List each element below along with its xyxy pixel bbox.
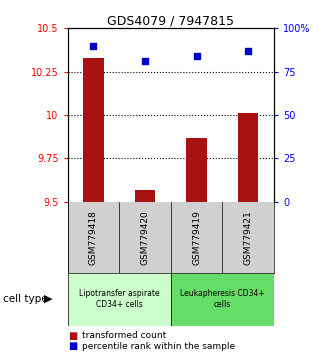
Text: ■: ■ bbox=[68, 331, 77, 341]
Text: transformed count: transformed count bbox=[82, 331, 167, 340]
Bar bbox=[238, 113, 258, 202]
Text: GSM779420: GSM779420 bbox=[141, 210, 149, 264]
Text: ■: ■ bbox=[68, 341, 77, 351]
Text: percentile rank within the sample: percentile rank within the sample bbox=[82, 342, 236, 351]
Text: Leukapheresis CD34+
cells: Leukapheresis CD34+ cells bbox=[180, 290, 265, 309]
Point bbox=[142, 58, 148, 64]
Text: GSM779421: GSM779421 bbox=[244, 210, 253, 264]
Text: GSM779418: GSM779418 bbox=[89, 210, 98, 265]
Text: ▶: ▶ bbox=[44, 294, 52, 304]
Point bbox=[194, 53, 199, 59]
Text: cell type: cell type bbox=[3, 294, 48, 304]
Bar bbox=[83, 58, 104, 202]
Bar bbox=[135, 190, 155, 202]
Point bbox=[246, 48, 251, 54]
Title: GDS4079 / 7947815: GDS4079 / 7947815 bbox=[107, 14, 234, 27]
Point bbox=[91, 43, 96, 48]
Bar bbox=[68, 273, 171, 326]
Bar bbox=[171, 273, 274, 326]
Text: Lipotransfer aspirate
CD34+ cells: Lipotransfer aspirate CD34+ cells bbox=[79, 290, 159, 309]
Bar bbox=[186, 138, 207, 202]
Text: GSM779419: GSM779419 bbox=[192, 210, 201, 265]
